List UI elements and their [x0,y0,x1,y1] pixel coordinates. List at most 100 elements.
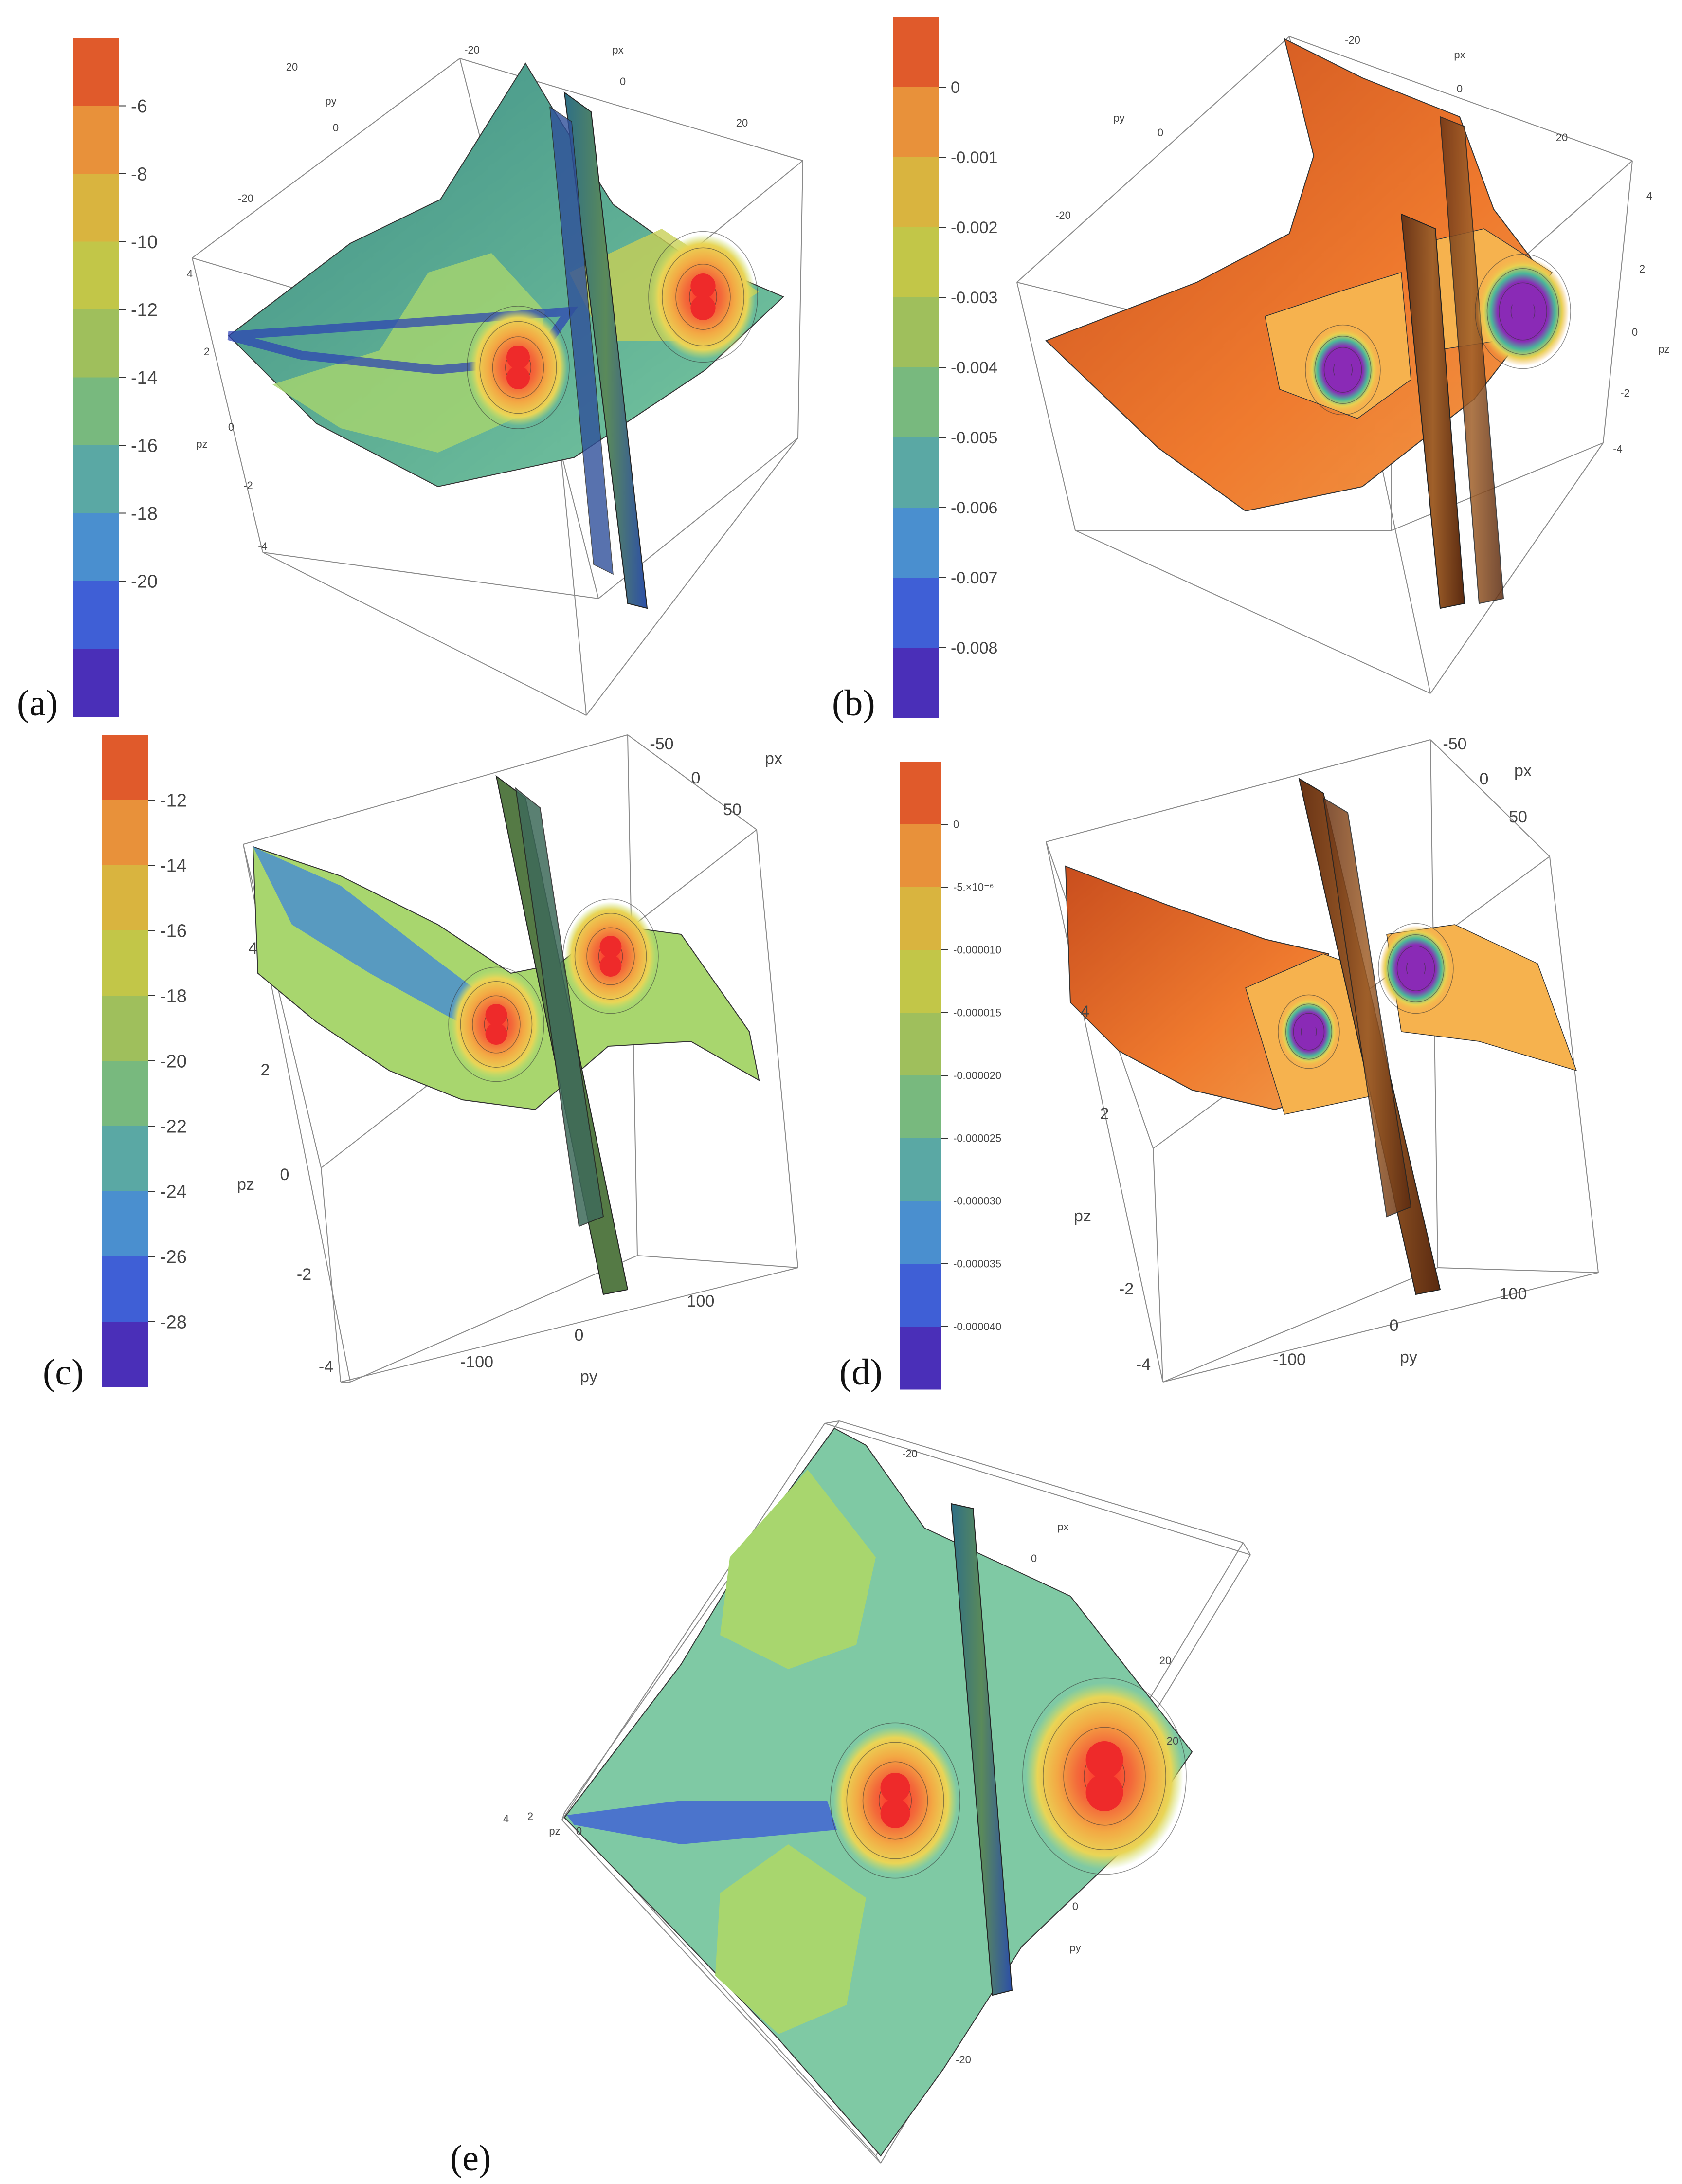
bounding-box-edge [1016,282,1076,531]
colorbar-band [102,800,148,866]
colorbar-band [893,157,939,228]
surface-region [715,1844,866,2034]
colorbar-tick-label: -20 [160,1051,187,1072]
spot-lobe [880,1799,910,1829]
px-tick-label: 20 [1159,1655,1171,1667]
colorbar-tick-label: -14 [160,855,187,876]
colorbar-tick-label: -16 [131,436,158,456]
py-tick-label: 20 [286,61,298,73]
panel-label: (e) [450,2138,491,2179]
px-axis-title: px [1454,49,1465,61]
pz-tick-label: 2 [1100,1105,1109,1123]
pz-tick-label: -4 [319,1358,333,1376]
bounding-box-edge [586,437,798,716]
px-tick-label: -50 [650,735,673,753]
colorbar-tick-label: -14 [131,368,158,388]
pz-axis-title: pz [549,1825,560,1837]
colorbar-tick-label: -0.006 [951,499,997,517]
pz-tick-label: -2 [297,1265,311,1284]
vertical-sheet [1400,213,1465,609]
contour-ring [1293,1013,1325,1051]
colorbar-band [73,649,119,717]
bounding-box-edge [1075,530,1431,694]
bounding-box-edge [839,1420,1244,1543]
colorbar-tick-label: -20 [131,571,158,592]
py-tick-label: 100 [687,1292,715,1310]
bounding-box-edge [1162,1272,1599,1383]
contour-ring [574,913,647,1000]
panel-label: (d) [839,1352,883,1393]
bounding-box-edge [1391,442,1604,531]
bounding-box-edge [1046,841,1163,1383]
px-tick-label: -20 [902,1448,918,1460]
pz-tick-label: 2 [1639,263,1645,275]
colorbar-band [102,930,148,996]
panel-label: (b) [832,683,875,724]
colorbar-band [893,578,939,648]
bounding-box-edge [875,2155,881,2164]
colorbar-band [73,445,119,513]
colorbar-b: 0 -0.001 -0.002 -0.003 -0.004 -0.005 -0.006 -0.… [893,17,997,718]
pz-axis-title: pz [196,438,207,450]
colorbar-band [73,174,119,242]
bounding-box-edge [797,160,803,438]
spot-lobe [506,346,530,369]
contour-ring [1278,994,1340,1069]
spot-lobe [1085,1774,1123,1812]
spot-lobe [1334,368,1352,386]
contour-ring [1305,324,1381,416]
contour-ring [846,1742,944,1859]
spot-lobe [599,955,622,977]
colorbar-band [900,1075,941,1139]
colorbar-band [893,437,939,508]
spot-lobe [485,1004,507,1026]
contour-ring [662,247,744,346]
bounding-box-edge [459,58,803,161]
spot-lobe [880,1773,910,1802]
contour-ring [1475,254,1571,369]
colorbar-tick-label: -26 [160,1247,187,1267]
bounding-box-edge [561,1423,825,1820]
colorbar-tick-label: -12 [160,790,187,811]
spot-lobe [1302,1031,1316,1045]
colorbar-band [102,735,148,801]
colorbar-tick-label: -0.002 [951,218,997,237]
py-tick-label: -20 [956,2054,971,2066]
contour-ring [1387,934,1445,1003]
py-tick-label: 0 [1158,127,1163,139]
px-tick-label: 20 [1556,131,1568,144]
colorbar-band [102,1126,148,1192]
blue-ridge [253,847,506,1027]
bounding-box-edge [627,734,757,830]
colorbar-band [893,367,939,438]
contour-ring [830,1722,960,1879]
vertical-sheet [1322,797,1412,1218]
py-tick-label: -100 [460,1353,493,1371]
pz-tick-label: -4 [1613,443,1623,455]
contour-ring [1285,1003,1332,1060]
colorbar-band [73,106,119,174]
bounding-box-edge [1430,739,1550,857]
py-tick-label: -20 [238,192,253,204]
spot-lobe [1407,952,1425,970]
colorbar-band [900,824,941,888]
pz-tick-label: 0 [228,421,234,433]
colorbar-band [893,648,939,718]
colorbar-band [900,762,941,825]
bounding-box-edge [1046,739,1431,842]
spot-lobe [1085,1741,1123,1779]
bounding-box-edge [1016,36,1290,283]
spot-lobe [485,1023,507,1045]
pz-tick-label: 4 [503,1813,509,1825]
colorbar-band [102,1256,148,1322]
colorbar-tick-label: 0 [953,819,959,831]
py-axis-title: py [1400,1348,1417,1366]
px-tick-label: 50 [723,801,742,819]
colorbar-tick-label: -0.005 [951,429,997,447]
contour-ring [472,995,521,1054]
contour-ring [1486,268,1559,355]
colorbar-tick-label: -0.000035 [953,1258,1001,1270]
contour-ring [1314,335,1372,404]
px-tick-label: -50 [1443,735,1466,753]
px-tick-label: 50 [1509,808,1527,826]
